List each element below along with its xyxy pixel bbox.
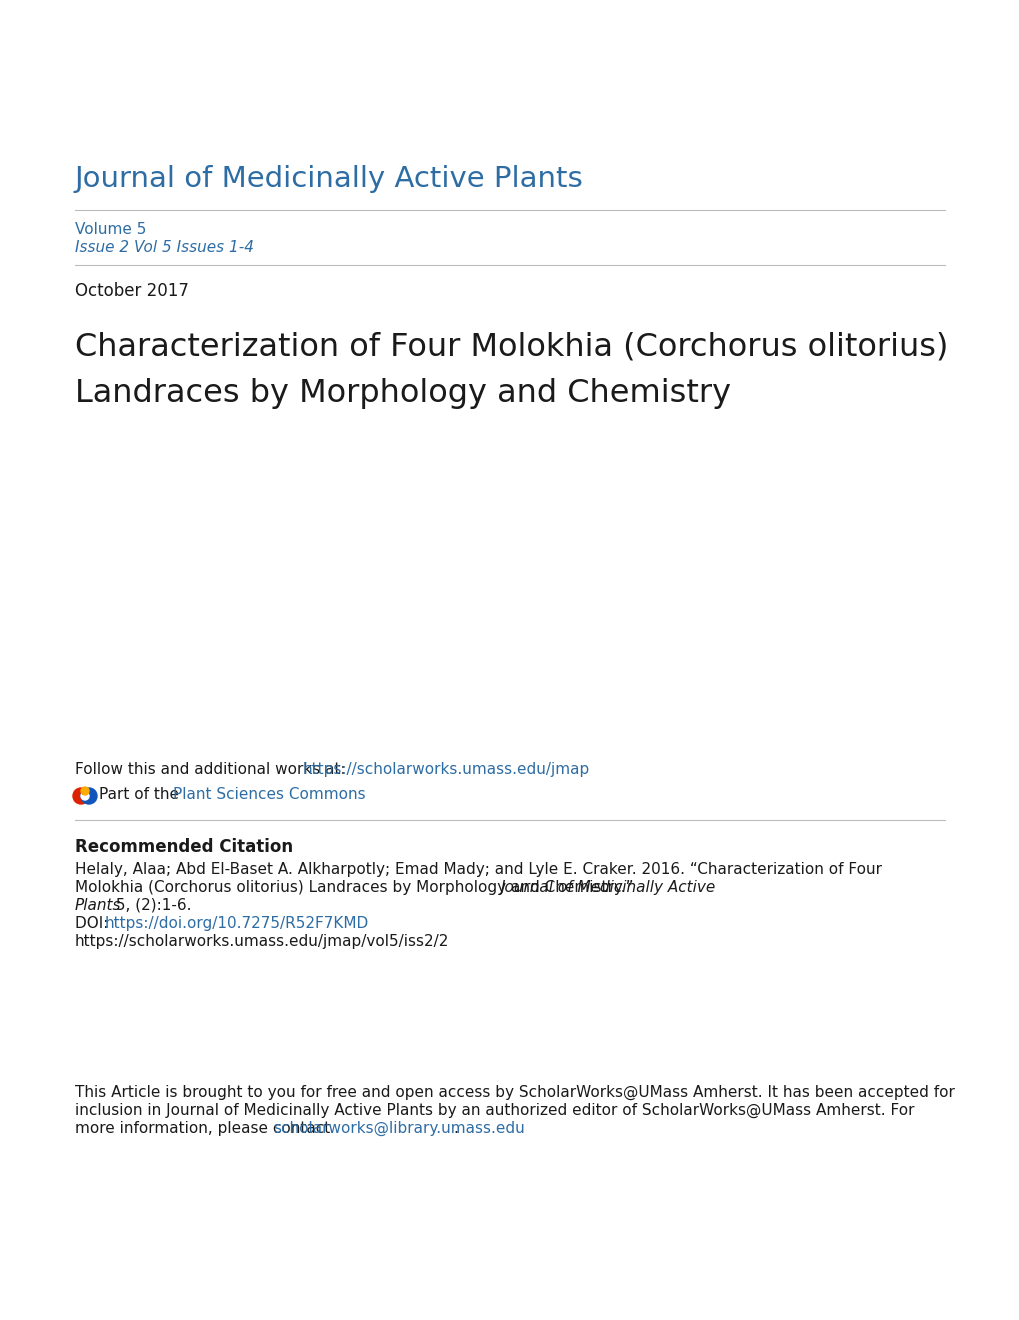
Text: more information, please contact: more information, please contact <box>75 1121 335 1137</box>
Text: https://scholarworks.umass.edu/jmap: https://scholarworks.umass.edu/jmap <box>303 762 589 777</box>
Circle shape <box>81 788 97 804</box>
Text: Landraces by Morphology and Chemistry: Landraces by Morphology and Chemistry <box>75 378 731 409</box>
Text: Journal of Medicinally Active Plants: Journal of Medicinally Active Plants <box>75 165 583 193</box>
Text: This Article is brought to you for free and open access by ScholarWorks@UMass Am: This Article is brought to you for free … <box>75 1085 954 1100</box>
Text: October 2017: October 2017 <box>75 282 189 300</box>
Text: Helaly, Alaa; Abd El-Baset A. Alkharpotly; Emad Mady; and Lyle E. Craker. 2016. : Helaly, Alaa; Abd El-Baset A. Alkharpotl… <box>75 862 881 876</box>
Circle shape <box>73 788 89 804</box>
Text: Plants: Plants <box>75 898 121 913</box>
Text: Part of the: Part of the <box>99 787 183 803</box>
Text: https://scholarworks.umass.edu/jmap/vol5/iss2/2: https://scholarworks.umass.edu/jmap/vol5… <box>75 935 449 949</box>
Circle shape <box>81 787 89 795</box>
Text: https://doi.org/10.7275/R52F7KMD: https://doi.org/10.7275/R52F7KMD <box>105 916 369 931</box>
Circle shape <box>81 792 89 800</box>
Text: Recommended Citation: Recommended Citation <box>75 838 292 855</box>
Text: 5, (2):1-6.: 5, (2):1-6. <box>111 898 192 913</box>
Text: Molokhia (Corchorus olitorius) Landraces by Morphology and Chemistry.”: Molokhia (Corchorus olitorius) Landraces… <box>75 880 638 895</box>
Text: Characterization of Four Molokhia (Corchorus olitorius): Characterization of Four Molokhia (Corch… <box>75 333 948 363</box>
Text: Issue 2 Vol 5 Issues 1-4: Issue 2 Vol 5 Issues 1-4 <box>75 240 254 255</box>
Text: .: . <box>452 1121 458 1137</box>
Text: Plant Sciences Commons: Plant Sciences Commons <box>172 787 365 803</box>
Text: Journal of Medicinally Active: Journal of Medicinally Active <box>500 880 715 895</box>
Text: DOI:: DOI: <box>75 916 113 931</box>
Text: Volume 5: Volume 5 <box>75 222 147 238</box>
Text: inclusion in Journal of Medicinally Active Plants by an authorized editor of Sch: inclusion in Journal of Medicinally Acti… <box>75 1104 914 1118</box>
Text: Follow this and additional works at:: Follow this and additional works at: <box>75 762 351 777</box>
Text: scholarworks@library.umass.edu: scholarworks@library.umass.edu <box>273 1121 524 1137</box>
